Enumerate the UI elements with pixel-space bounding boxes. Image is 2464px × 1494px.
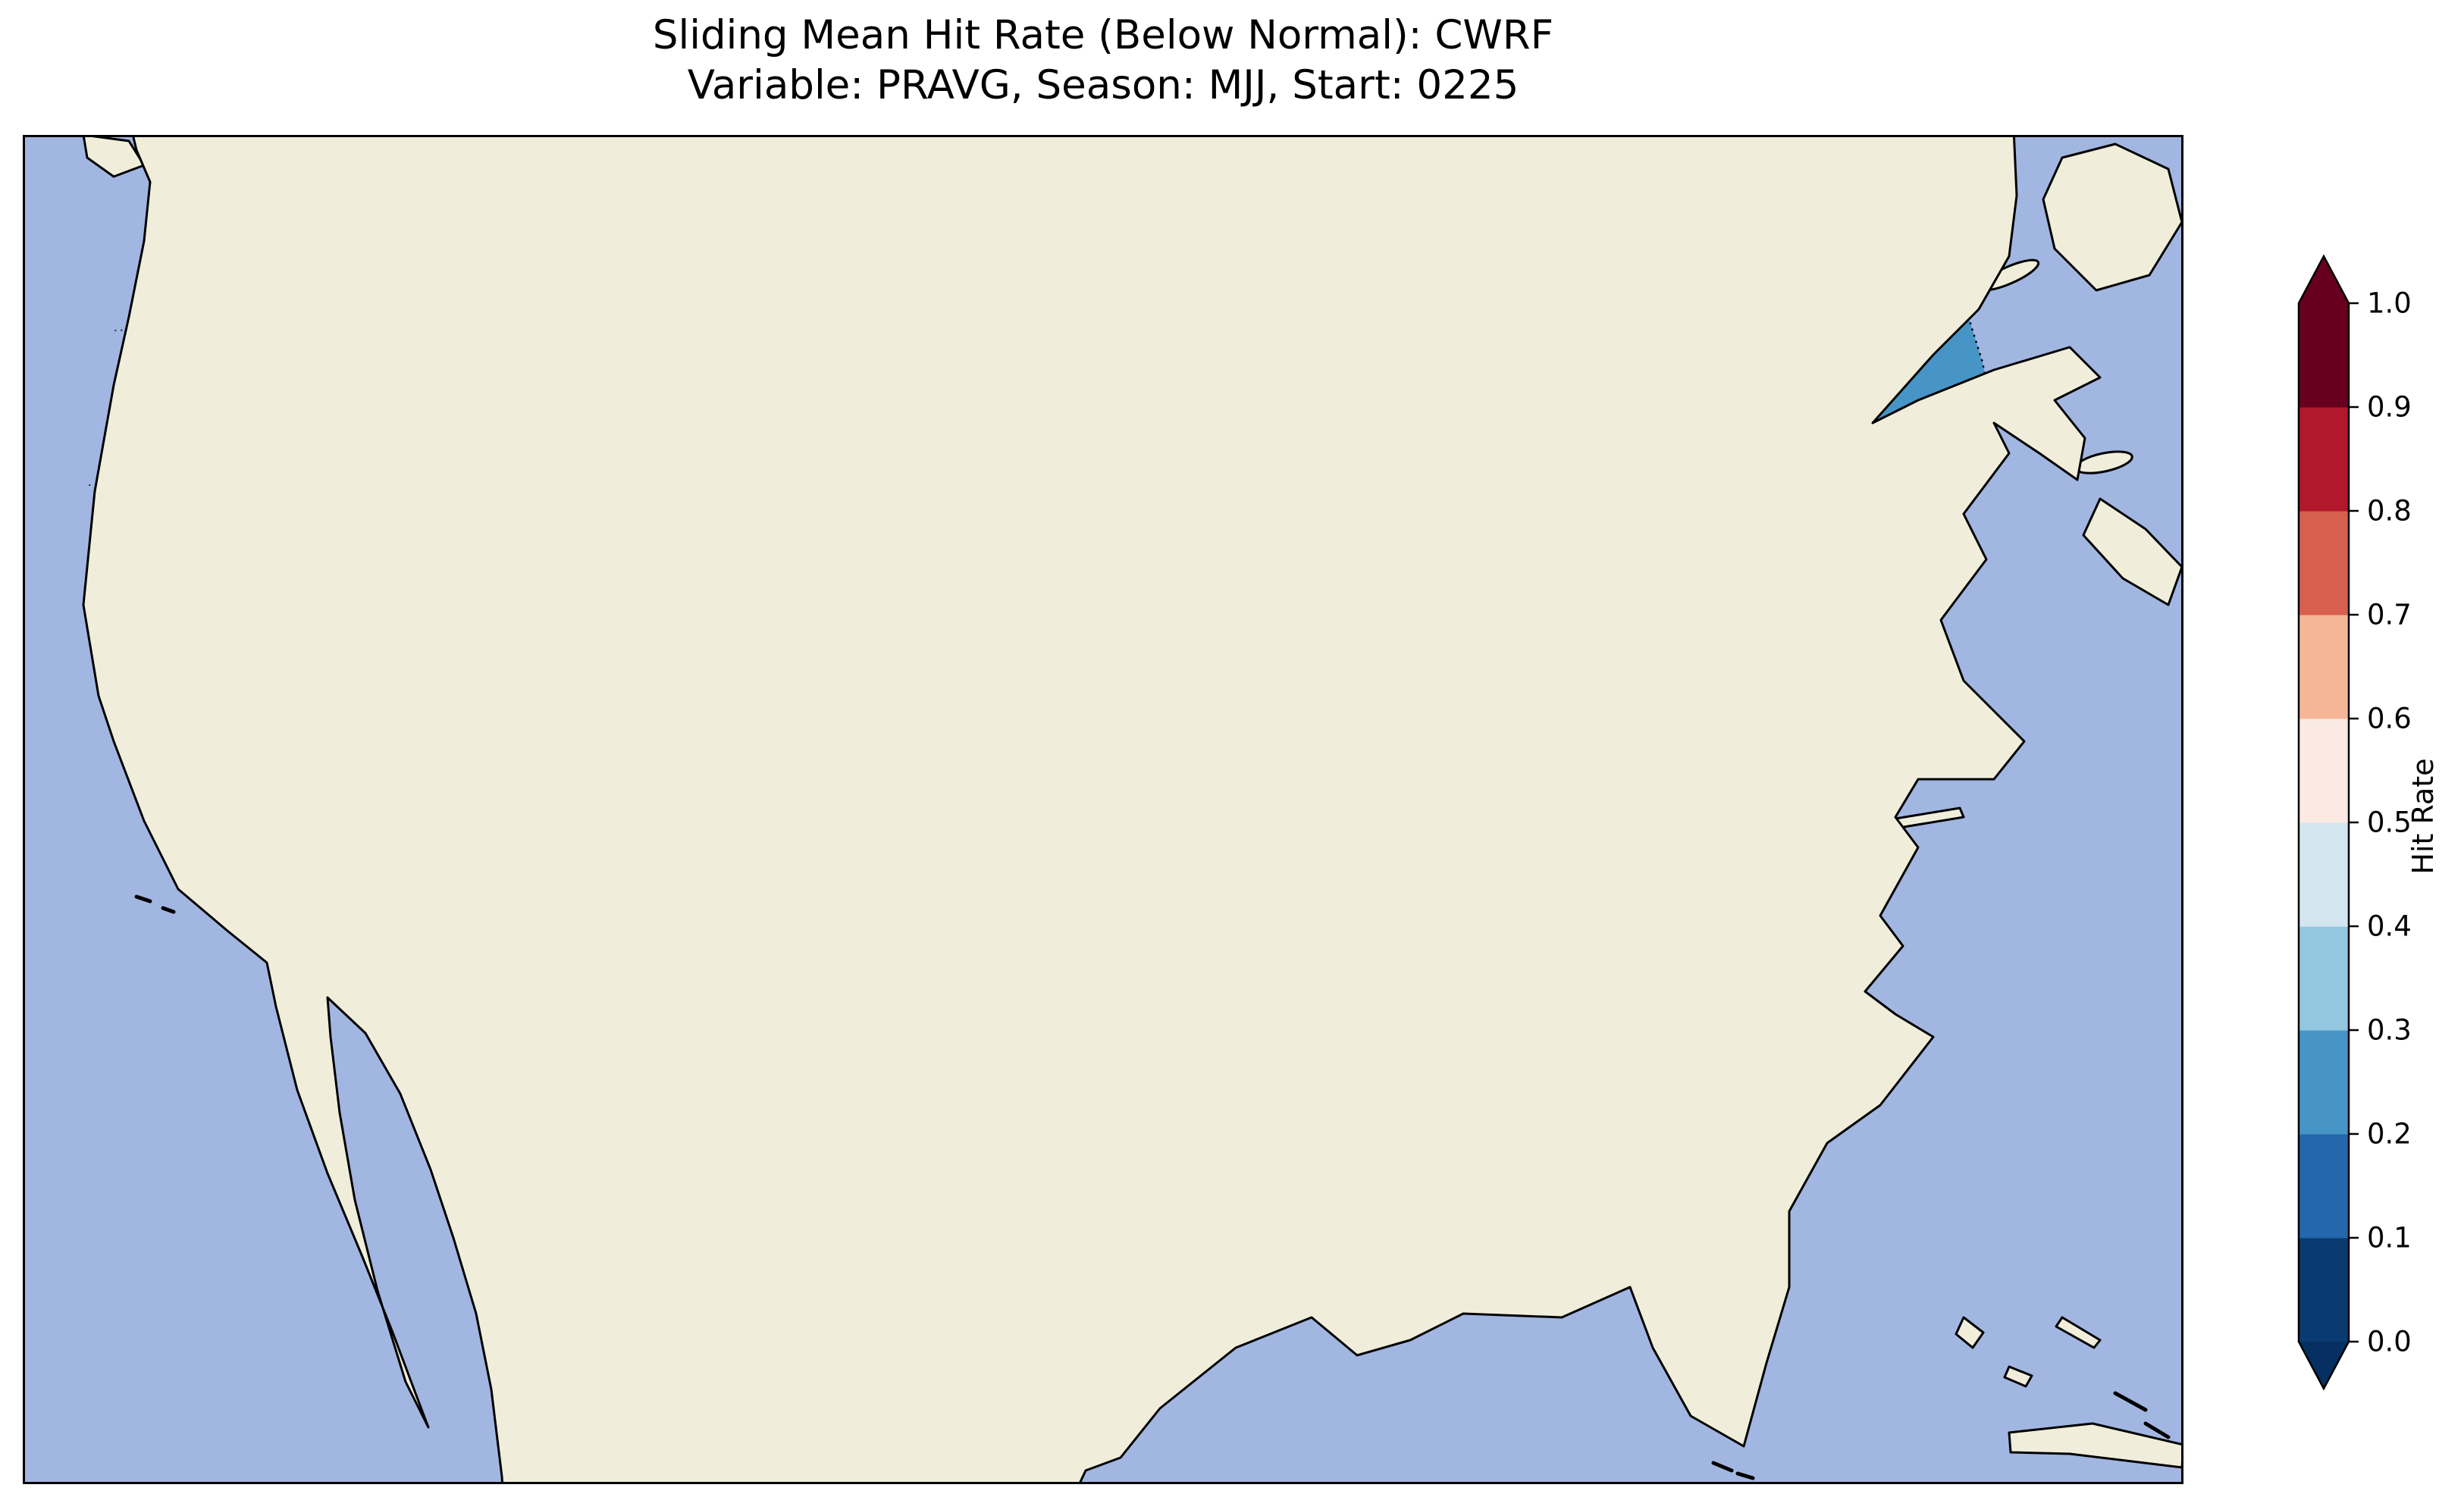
colorbar-tick-label: 0.1 bbox=[2367, 1222, 2412, 1254]
colorbar-segment bbox=[2299, 1238, 2349, 1342]
map-frame bbox=[23, 135, 2183, 1484]
bahamas-chain-mark-2 bbox=[2143, 1421, 2171, 1439]
hit-rate-cell bbox=[1939, 353, 1964, 378]
newfoundland bbox=[2042, 143, 2183, 292]
vancouver-island bbox=[82, 135, 146, 178]
colorbar-segment bbox=[2299, 1134, 2349, 1239]
florida-keys bbox=[1711, 1461, 1755, 1480]
colorbar-tick-label: 0.3 bbox=[2367, 1014, 2412, 1047]
bahamas-island-1 bbox=[1955, 1316, 1985, 1349]
chart-title-line2: Variable: PRAVG, Season: MJJ, Start: 022… bbox=[687, 62, 1519, 109]
colorbar-tick-label: 0.9 bbox=[2367, 391, 2412, 424]
chart-title-line1: Sliding Mean Hit Rate (Below Normal): CW… bbox=[652, 12, 1554, 58]
colorbar-label: Hit Rate bbox=[2406, 758, 2440, 875]
islands bbox=[82, 135, 2183, 1469]
bahamas-island-2 bbox=[2003, 1365, 2033, 1388]
colorbar-tick-label: 0.5 bbox=[2367, 807, 2412, 839]
nova-scotia bbox=[2082, 497, 2183, 606]
conus-hit-rate-map bbox=[23, 135, 2183, 1484]
colorbar: 1.0 0.9 0.8 0.7 0.6 0.5 0.4 0.3 0.2 0.1 0.0 bbox=[2297, 254, 2412, 1391]
small-island-marks bbox=[134, 894, 2171, 1480]
chart-title: Sliding Mean Hit Rate (Below Normal): CW… bbox=[23, 11, 2183, 111]
colorbar-tick-label: 0.6 bbox=[2367, 703, 2412, 735]
colorbar-segment bbox=[2299, 1030, 2349, 1135]
colorbar-tick-label: 0.0 bbox=[2367, 1326, 2412, 1358]
colorbar-segment bbox=[2299, 511, 2349, 615]
colorbar-extend-max bbox=[2299, 256, 2349, 303]
bahamas-island-3 bbox=[2055, 1316, 2102, 1349]
colorbar-tick-label: 0.4 bbox=[2367, 910, 2412, 943]
colorbar-tick-label: 0.2 bbox=[2367, 1118, 2412, 1151]
colorbar-tick-label: 0.8 bbox=[2367, 495, 2412, 528]
colorbar-segment bbox=[2299, 719, 2349, 823]
channel-islands bbox=[134, 894, 176, 914]
colorbar-segment bbox=[2299, 303, 2349, 408]
colorbar-segment bbox=[2299, 926, 2349, 1031]
colorbar-segment bbox=[2299, 407, 2349, 512]
colorbar-segment bbox=[2299, 615, 2349, 719]
bahamas-chain-mark-1 bbox=[2113, 1391, 2148, 1412]
colorbar-tick-label: 0.7 bbox=[2367, 599, 2412, 631]
colorbar-segment bbox=[2299, 822, 2349, 927]
colorbar-extend-min bbox=[2299, 1342, 2349, 1389]
colorbar-tick-label: 1.0 bbox=[2367, 287, 2412, 320]
